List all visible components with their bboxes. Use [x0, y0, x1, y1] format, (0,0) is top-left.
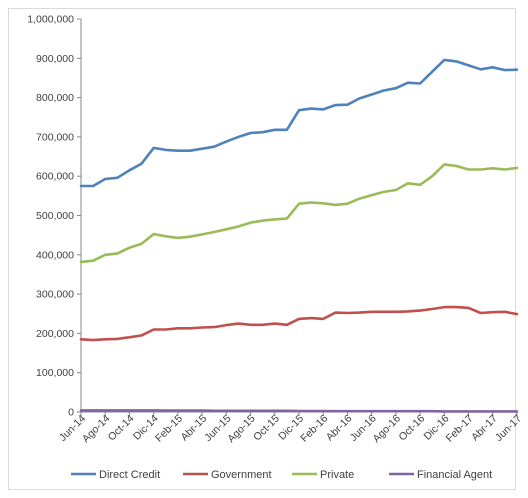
x-tick-label: Feb-15: [153, 413, 185, 445]
x-tick-label: Oct-14: [106, 413, 137, 444]
series-line-2: [79, 305, 519, 342]
x-tick-label: Oct-15: [251, 413, 282, 444]
x-tick-label: Ago-15: [225, 413, 258, 446]
y-tick-label: 700,000: [36, 131, 74, 143]
x-tick-label: Jun-17: [493, 413, 524, 444]
y-tick-label: 100,000: [36, 367, 74, 379]
x-tick-label: Feb-16: [298, 413, 330, 445]
y-tick-label: 400,000: [36, 249, 74, 261]
x-tick-label: Ago-14: [80, 413, 113, 446]
legend-label: Direct Credit: [99, 469, 160, 481]
y-tick-label: 1,000,000: [27, 14, 74, 26]
y-tick-label: 800,000: [36, 92, 74, 104]
series-line-1: [79, 58, 519, 188]
y-tick-label: 300,000: [36, 289, 74, 301]
legend-label: Private: [320, 469, 354, 481]
y-tick-label: 200,000: [36, 328, 74, 340]
legend-label: Financial Agent: [417, 469, 492, 481]
x-tick-label: Ago-16: [371, 413, 404, 446]
y-tick-label: 900,000: [36, 53, 74, 65]
legend-label: Government: [211, 469, 272, 481]
series-line-4: [79, 409, 519, 413]
y-tick-label: 600,000: [36, 171, 74, 183]
y-tick-label: 0: [68, 407, 74, 419]
x-tick-label: Feb-17: [444, 413, 476, 445]
series-line-3: [79, 163, 519, 264]
y-tick-label: 500,000: [36, 210, 74, 222]
x-tick-label: Oct-16: [396, 413, 427, 444]
